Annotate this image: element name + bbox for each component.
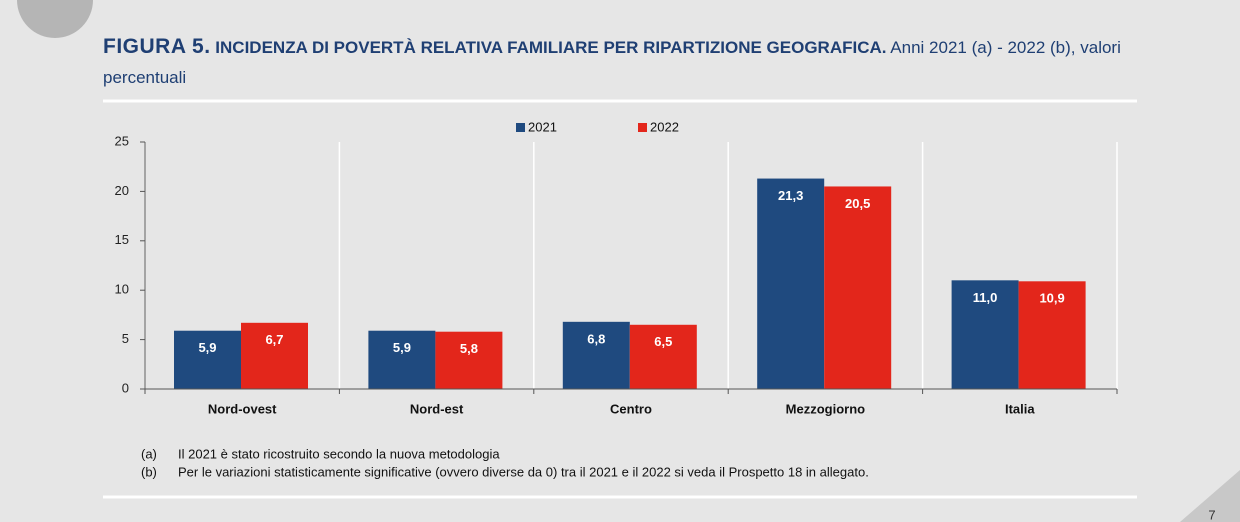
value-label: 11,0 <box>973 290 998 305</box>
chart-title: INCIDENZA DI POVERTÀ RELATIVA FAMILIARE … <box>215 38 887 57</box>
note-text: Per le variazioni statisticamente signif… <box>178 464 869 479</box>
value-label: 6,8 <box>587 331 605 346</box>
subtitle: Anni 2021 (a) - 2022 (b), valori percent… <box>103 38 1121 87</box>
y-tick-label: 10 <box>115 282 129 297</box>
value-label: 5,9 <box>198 340 216 355</box>
title: FIGURA 5. INCIDENZA DI POVERTÀ RELATIVA … <box>103 32 1153 93</box>
note-marker: (b) <box>141 464 157 479</box>
y-tick-label: 20 <box>115 183 129 198</box>
page-number: 7 <box>1208 507 1215 522</box>
y-tick-label: 25 <box>115 133 129 148</box>
bar <box>368 330 436 389</box>
bar <box>757 178 825 389</box>
legend-swatch <box>638 123 647 132</box>
bar <box>1018 281 1086 389</box>
bar <box>824 186 892 389</box>
value-label: 10,9 <box>1039 291 1064 306</box>
legend-label: 2021 <box>528 119 557 134</box>
legend-swatch <box>516 123 525 132</box>
value-label: 6,5 <box>654 334 672 349</box>
value-label: 20,5 <box>845 196 870 211</box>
x-tick-label: Nord-ovest <box>208 401 277 416</box>
x-tick-label: Mezzogiorno <box>786 401 865 416</box>
value-label: 6,7 <box>265 332 283 347</box>
bar <box>241 322 308 389</box>
legend-label: 2022 <box>650 119 679 134</box>
x-tick-label: Centro <box>610 401 652 416</box>
corner <box>1180 470 1240 522</box>
bar <box>951 280 1019 389</box>
decoration <box>17 0 93 38</box>
bar <box>435 331 503 389</box>
bar <box>174 330 241 389</box>
note-marker: (a) <box>141 446 157 461</box>
x-tick-label: Italia <box>1005 401 1035 416</box>
value-label: 5,8 <box>460 341 478 356</box>
note-text: Il 2021 è stato ricostruito secondo la n… <box>178 446 500 461</box>
y-tick-label: 15 <box>115 232 129 247</box>
x-tick-label: Nord-est <box>410 401 464 416</box>
value-label: 5,9 <box>393 340 411 355</box>
value-label: 21,3 <box>778 188 803 203</box>
figure-label: FIGURA 5. <box>103 35 211 58</box>
bar <box>562 321 630 389</box>
bar <box>629 324 697 389</box>
y-tick-label: 5 <box>122 331 129 346</box>
y-tick-label: 0 <box>122 380 129 395</box>
